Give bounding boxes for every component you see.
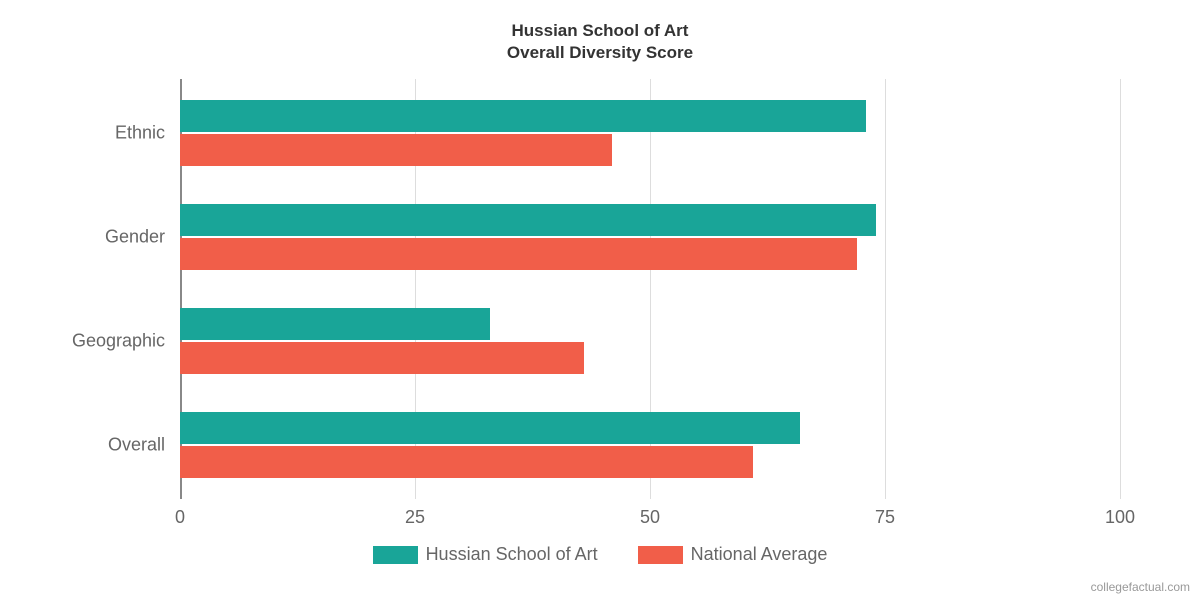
bar [180,100,866,132]
bar [180,446,753,478]
chart-title: Hussian School of Art Overall Diversity … [40,20,1160,64]
watermark: collegefactual.com [1091,580,1190,594]
title-line-2: Overall Diversity Score [40,42,1160,64]
legend-item: National Average [638,544,828,565]
bar [180,342,584,374]
bar [180,308,490,340]
legend: Hussian School of Art National Average [40,544,1160,565]
category-label: Geographic [72,331,180,352]
legend-swatch [638,546,683,564]
category-label: Gender [105,227,180,248]
gridline [885,79,886,499]
plot-area: 0255075100EthnicGenderGeographicOverall [180,79,1120,499]
x-tick: 100 [1105,499,1135,528]
bar [180,238,857,270]
x-tick: 0 [175,499,185,528]
x-tick: 25 [405,499,425,528]
legend-swatch [373,546,418,564]
gridline [1120,79,1121,499]
legend-item: Hussian School of Art [373,544,598,565]
chart-container: Hussian School of Art Overall Diversity … [0,0,1200,600]
title-line-1: Hussian School of Art [40,20,1160,42]
legend-label: National Average [691,544,828,565]
legend-label: Hussian School of Art [426,544,598,565]
bar [180,412,800,444]
x-tick: 50 [640,499,660,528]
bar [180,204,876,236]
bar [180,134,612,166]
x-tick: 75 [875,499,895,528]
category-label: Overall [108,435,180,456]
category-label: Ethnic [115,123,180,144]
